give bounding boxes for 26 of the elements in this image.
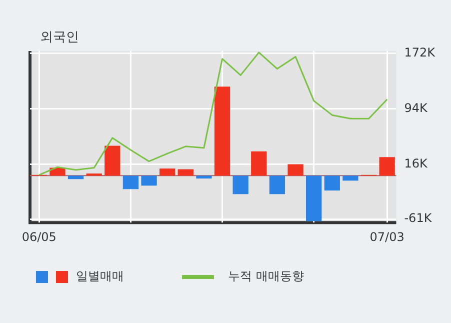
bar xyxy=(379,157,395,176)
bar xyxy=(160,168,176,176)
bar xyxy=(104,146,120,176)
bar xyxy=(306,176,322,222)
bar xyxy=(141,176,157,186)
bar xyxy=(214,86,230,176)
x-tick-label: 07/03 xyxy=(370,230,404,244)
bar xyxy=(86,173,102,176)
bar xyxy=(251,151,267,176)
bar xyxy=(196,176,212,178)
legend-label: 일별매매 xyxy=(76,268,124,285)
y-tick-label: 94K xyxy=(404,100,428,115)
bar xyxy=(122,176,139,190)
bar xyxy=(178,169,194,176)
bar xyxy=(288,164,304,176)
bar xyxy=(342,176,358,181)
bar xyxy=(68,176,84,180)
bar xyxy=(232,176,248,194)
legend-label: 누적 매매동향 xyxy=(228,268,304,285)
bar xyxy=(269,176,286,194)
chart-title: 외국인 xyxy=(40,29,79,46)
y-tick-label: -61K xyxy=(404,211,433,226)
y-tick-label: 172K xyxy=(404,45,436,60)
y-tick-label: 16K xyxy=(404,156,428,170)
x-tick-label: 06/05 xyxy=(22,230,56,244)
bar xyxy=(324,176,340,191)
